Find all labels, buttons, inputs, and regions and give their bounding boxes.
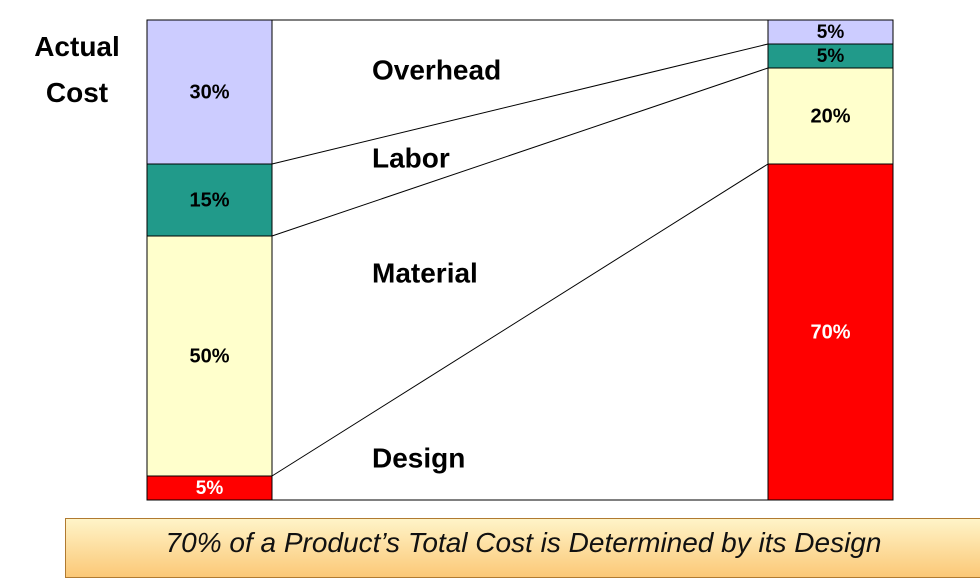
value-label: 5% [817, 46, 845, 67]
bar-segment [146, 19, 273, 165]
series-name: Design [372, 442, 465, 473]
value-label: 70% [810, 321, 850, 343]
bar-segment [767, 67, 894, 165]
bar-segment [767, 43, 894, 69]
value-label: 15% [189, 189, 229, 211]
connector [271, 67, 769, 237]
value-label: 30% [189, 81, 229, 103]
category-label: Actual Cost [34, 31, 120, 108]
series-name: Material [372, 257, 478, 288]
value-label: 20% [810, 105, 850, 127]
series-name: Overhead [372, 54, 501, 85]
value-label: 5% [196, 478, 224, 499]
connector [271, 163, 769, 477]
bar-segment [146, 163, 273, 237]
value-label: 50% [189, 345, 229, 367]
banner: 70% of a Product’s Total Cost is Determi… [65, 518, 980, 578]
bar-segment [146, 235, 273, 477]
connector [271, 43, 769, 165]
bar-segment [767, 19, 894, 45]
value-label: 5% [817, 22, 845, 43]
series-name: Labor [372, 142, 450, 173]
annotation: 70% of a Product’s Total Cost is Determi… [165, 527, 882, 558]
bar-segment [146, 475, 273, 501]
